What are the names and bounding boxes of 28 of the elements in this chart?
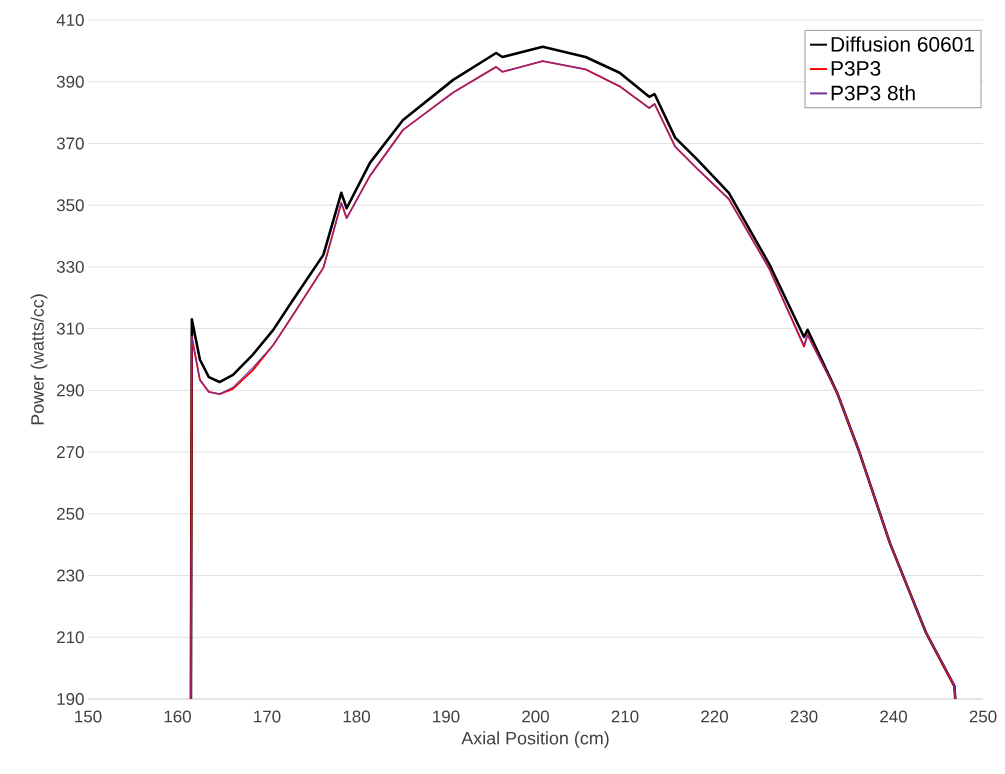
- x-tick-label: 210: [611, 710, 639, 723]
- x-tick-label: 160: [164, 710, 191, 723]
- x-tick-label: 220: [701, 710, 728, 723]
- x-tick-label: 190: [433, 710, 460, 723]
- y-tick-label: 410: [56, 13, 84, 26]
- x-tick-label: 180: [343, 710, 370, 723]
- y-tick-label: 310: [56, 322, 84, 335]
- x-tick-label: 240: [880, 710, 907, 723]
- y-axis-title: Power (watts/cc): [30, 294, 48, 425]
- y-tick-label: 390: [56, 75, 84, 88]
- x-tick-label: 250: [969, 710, 997, 723]
- y-tick-label: 290: [57, 384, 84, 397]
- y-tick-label: 230: [57, 569, 84, 582]
- y-tick-label: 270: [57, 446, 84, 459]
- x-tick-label: 200: [522, 710, 549, 723]
- x-tick-label: 170: [254, 710, 281, 723]
- y-tick-label: 250: [57, 507, 84, 520]
- legend-label: P3P3 8th: [831, 85, 915, 101]
- y-tick-label: 330: [56, 260, 84, 273]
- x-tick-label: 150: [75, 710, 102, 723]
- x-axis-title: Axial Position (cm): [461, 731, 609, 749]
- y-tick-label: 210: [57, 631, 84, 644]
- y-tick-label: 350: [56, 199, 84, 212]
- y-tick-label: 370: [56, 137, 84, 150]
- y-tick-label: 190: [57, 693, 84, 705]
- legend-label: P3P3: [831, 61, 881, 76]
- legend-label: Diffusion 60601: [831, 36, 974, 52]
- x-tick-label: 230: [790, 710, 818, 723]
